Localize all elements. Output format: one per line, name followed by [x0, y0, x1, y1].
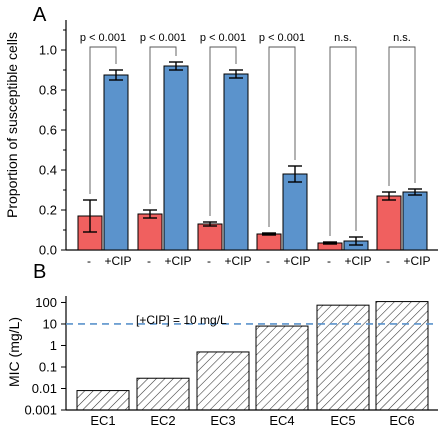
panel-a-significance: p < 0.001 p < 0.001 p < 0.001 p < 0.001 n.s.… — [80, 32, 416, 236]
bar-minus — [376, 195, 402, 251]
group-label-cip: +CIP — [104, 254, 131, 268]
mic-bar — [375, 301, 429, 411]
significance-bracket — [209, 46, 237, 216]
significance-label: n.s. — [393, 32, 411, 44]
panel-a-bars — [77, 65, 428, 251]
panel-a-y-tick-label: 0.2 — [39, 203, 57, 218]
bar-cip — [223, 73, 249, 251]
bar-minus — [197, 223, 223, 251]
significance-bracket — [329, 46, 357, 236]
panel-a-y-ticks: 0.0 0.2 0.4 0.6 0.8 1.0 — [39, 29, 66, 258]
panel-a-error-bars — [83, 61, 422, 246]
group-label-minus: - — [386, 254, 390, 268]
bar-cip — [103, 74, 129, 251]
category-label: EC4 — [269, 413, 294, 427]
bar-minus — [137, 213, 163, 251]
significance-bracket — [89, 46, 117, 194]
panel-a-letter: A — [33, 4, 47, 26]
panel-b-y-tick-label: 0.1 — [39, 359, 57, 374]
panel-a-y-tick-label: 0.6 — [39, 123, 57, 138]
significance-bracket — [388, 46, 416, 186]
cip-reference-label: [+CIP] = 10 mg/L — [136, 313, 227, 327]
panel-b-y-tick-label: 0.001 — [24, 403, 57, 418]
group-label-cip: +CIP — [283, 254, 310, 268]
group-label-cip: +CIP — [224, 254, 251, 268]
panel-a-y-tick-label: 0.0 — [39, 243, 57, 258]
significance-bracket — [268, 46, 296, 227]
group-label-minus: - — [266, 254, 270, 268]
group-label-minus: - — [147, 254, 151, 268]
group-label-minus: - — [207, 254, 211, 268]
panel-b-y-tick-label: 100 — [35, 295, 57, 310]
panel-b-x-labels: EC1 EC2 EC3 EC4 EC5 EC6 — [90, 413, 414, 427]
mic-bar — [196, 351, 250, 411]
significance-label: n.s. — [334, 32, 352, 44]
category-label: EC1 — [90, 413, 115, 427]
bar-cip — [163, 65, 189, 251]
significance-label: p < 0.001 — [80, 32, 126, 44]
panel-b-y-ticks: 0.001 0.01 0.1 1 10 100 — [24, 295, 66, 418]
category-label: EC5 — [330, 413, 355, 427]
panel-a-y-tick-label: 1.0 — [39, 43, 57, 58]
panel-a-x-labels: - +CIP - +CIP - +CIP - +CIP - +CIP - +CIP — [87, 254, 431, 268]
panel-a-y-tick-label: 0.8 — [39, 83, 57, 98]
panel-a-y-axis-label: Proportion of susceptible cells — [4, 32, 20, 218]
panel-b-y-tick-label: 0.01 — [32, 381, 57, 396]
panel-b-y-tick-label: 1 — [50, 338, 57, 353]
panel-b-bars — [76, 301, 429, 411]
significance-bracket — [149, 46, 177, 204]
bar-minus — [256, 233, 282, 251]
bar-cip — [282, 173, 308, 251]
panel-b-letter: B — [33, 261, 46, 283]
mic-bar — [255, 325, 309, 411]
group-label-cip: +CIP — [344, 254, 371, 268]
group-label-cip: +CIP — [403, 254, 430, 268]
mic-bar — [76, 390, 130, 411]
significance-label: p < 0.001 — [259, 32, 305, 44]
significance-label: p < 0.001 — [200, 32, 246, 44]
panel-b-y-axis-label: MIC (mg/L) — [6, 317, 22, 387]
panel-b-y-tick-label: 10 — [43, 316, 57, 331]
significance-label: p < 0.001 — [140, 32, 186, 44]
group-label-cip: +CIP — [164, 254, 191, 268]
bar-cip — [402, 191, 428, 251]
group-label-minus: - — [327, 254, 331, 268]
category-label: EC2 — [150, 413, 175, 427]
mic-bar — [316, 304, 370, 411]
category-label: EC6 — [389, 413, 414, 427]
panel-a-y-tick-label: 0.4 — [39, 163, 57, 178]
group-label-minus: - — [87, 254, 91, 268]
bar-minus — [77, 215, 103, 251]
mic-bar — [136, 377, 190, 411]
category-label: EC3 — [210, 413, 235, 427]
